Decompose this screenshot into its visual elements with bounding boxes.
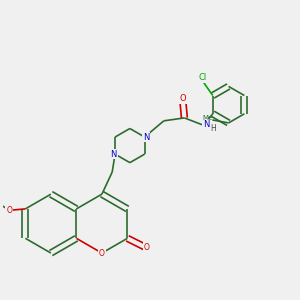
Text: O: O xyxy=(180,94,186,103)
Text: N: N xyxy=(110,150,117,159)
Text: Cl: Cl xyxy=(198,74,207,82)
Text: O: O xyxy=(6,206,12,215)
Text: N: N xyxy=(203,120,209,129)
Text: O: O xyxy=(99,249,105,258)
Text: H: H xyxy=(210,124,216,133)
Text: O: O xyxy=(144,243,149,252)
Text: N: N xyxy=(143,133,149,142)
Text: Me: Me xyxy=(203,115,213,121)
